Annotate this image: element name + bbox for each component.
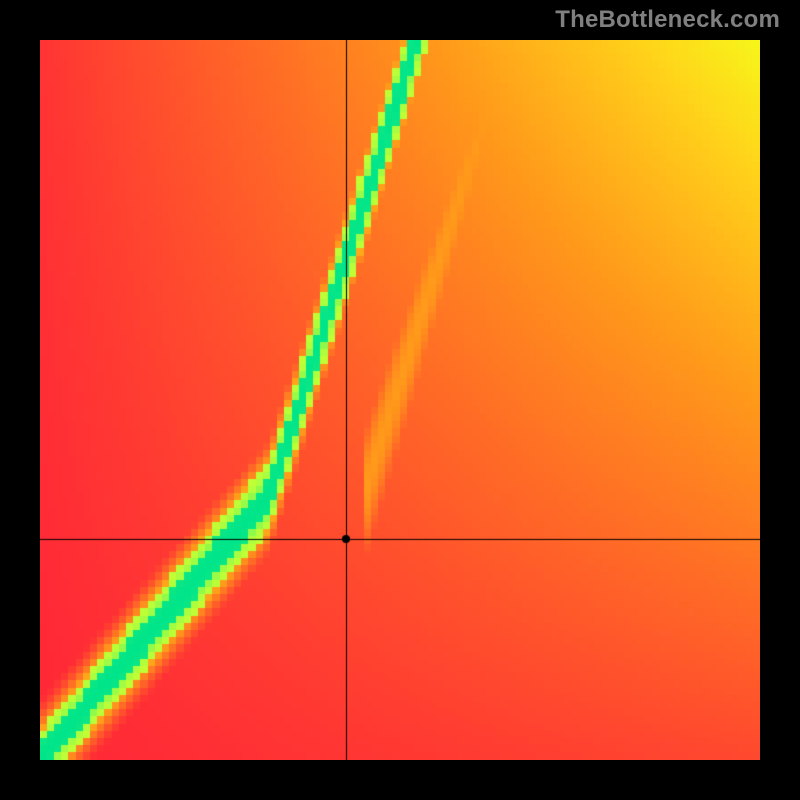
watermark-text: TheBottleneck.com	[555, 6, 780, 34]
bottleneck-heatmap	[40, 40, 760, 760]
chart-container: { "watermark": { "text": "TheBottleneck.…	[0, 0, 800, 800]
